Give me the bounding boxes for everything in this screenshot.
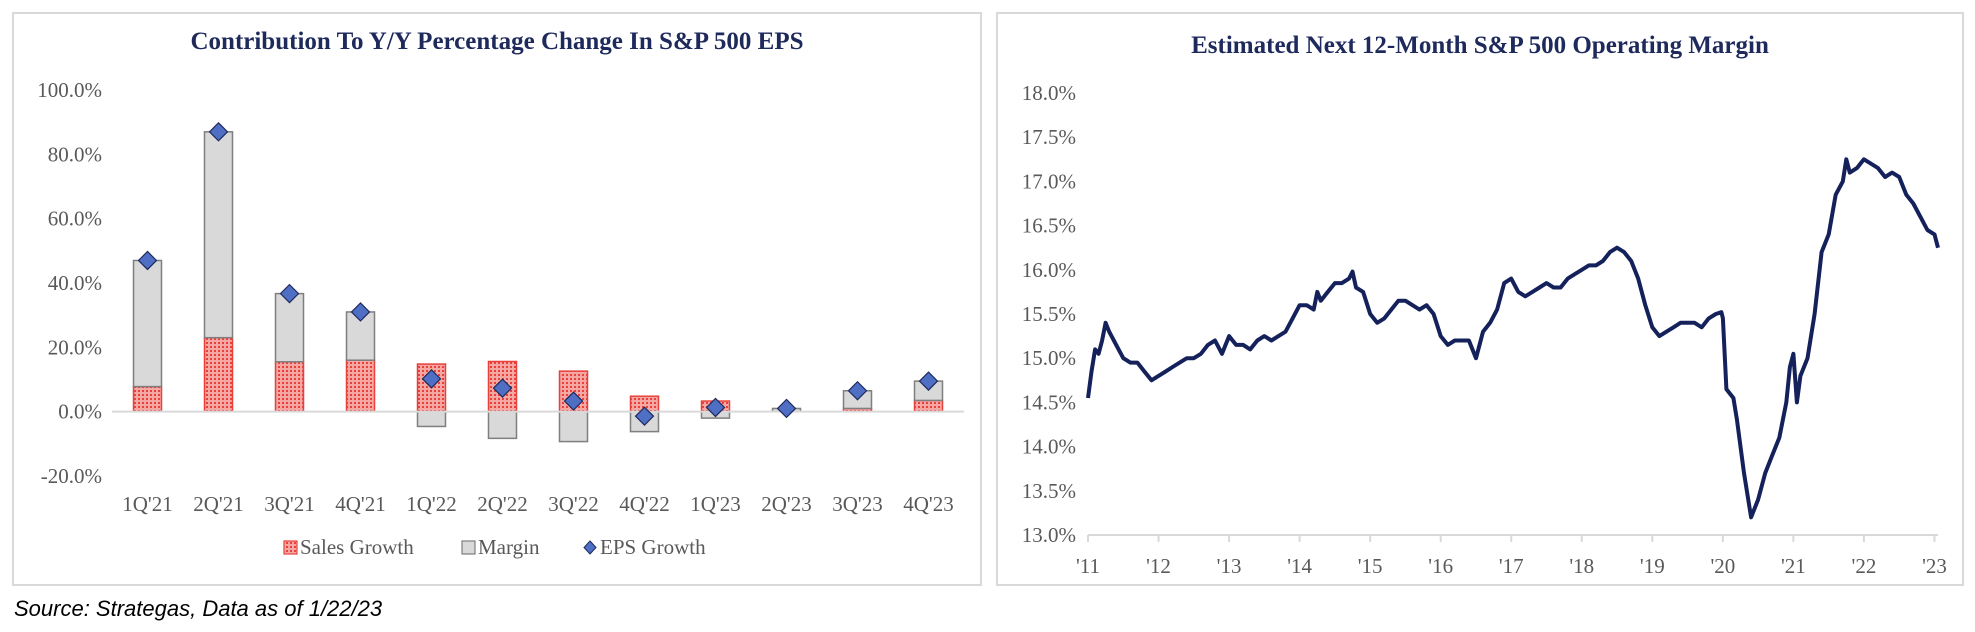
legend: Sales Growth Margin EPS Growth (283, 535, 706, 559)
x-tick-label: '14 (1287, 554, 1312, 578)
x-tick-label: '16 (1428, 554, 1453, 578)
x-tick-label: 4Q'21 (335, 492, 385, 516)
eps-growth-marker (350, 302, 371, 322)
y-tick-label: 15.5% (1022, 302, 1076, 326)
sales-growth-bar (913, 399, 944, 413)
sales-growth-bar (345, 359, 376, 413)
x-tick-label: 3Q'22 (548, 492, 598, 516)
margin-bar (132, 259, 163, 388)
y-tick-label: 40.0% (48, 271, 102, 295)
eps-growth-marker (492, 378, 513, 399)
y-tick-label: 14.5% (1022, 390, 1076, 414)
x-tick-label: 1Q'23 (690, 492, 740, 516)
source-note: Source: Strategas, Data as of 1/22/23 (14, 596, 383, 621)
legend-label-sales-growth: Sales Growth (300, 535, 414, 559)
x-tick-label: 4Q'22 (619, 492, 669, 516)
x-tick-label: '18 (1569, 554, 1594, 578)
x-tick-label: 1Q'22 (406, 492, 456, 516)
margin-bar (487, 410, 518, 440)
x-tick-label: 2Q'21 (193, 492, 243, 516)
sales-growth-bar (132, 385, 163, 413)
y-tick-label: 80.0% (48, 142, 102, 166)
eps-growth-marker (421, 369, 442, 389)
operating-margin-chart: 18.0% 17.5% 17.0% 16.5% 16.0% 15.5% 15.0% 14.5%… (1022, 81, 1947, 578)
sales-growth-bar (274, 361, 305, 413)
x-tick-label: '23 (1922, 554, 1947, 578)
y-tick-label: 100.0% (37, 78, 102, 102)
x-tick-label: '22 (1852, 554, 1877, 578)
y-tick-label: 17.5% (1022, 125, 1076, 149)
eps-contribution-chart: 100.0% 80.0% 60.0% 40.0% 20.0% 0.0% -20.0% 1Q'… (37, 78, 964, 559)
x-tick-label: '12 (1146, 554, 1171, 578)
y-tick-label: 0.0% (58, 400, 102, 424)
x-tick-label: '21 (1781, 554, 1806, 578)
legend-swatch-margin (461, 540, 476, 555)
margin-chart-title: Estimated Next 12-Month S&P 500 Operatin… (1191, 32, 1769, 59)
margin-bar (203, 131, 234, 339)
eps-chart-title: Contribution To Y/Y Percentage Change In… (190, 28, 804, 55)
eps-growth-marker (208, 121, 229, 142)
eps-growth-marker (563, 391, 584, 411)
y-tick-label: -20.0% (41, 464, 102, 488)
eps-growth-marker (279, 283, 300, 304)
y-tick-label: 13.0% (1022, 523, 1076, 547)
operating-margin-chart-panel: Estimated Next 12-Month S&P 500 Operatin… (996, 12, 1964, 586)
x-tick-label: '17 (1499, 554, 1524, 578)
x-tick-label: '13 (1217, 554, 1242, 578)
margin-bar (416, 410, 447, 428)
legend-label-eps-growth: EPS Growth (600, 535, 706, 559)
x-tick-label: '20 (1710, 554, 1735, 578)
sales-growth-bar (203, 336, 234, 413)
x-tick-label: 3Q'23 (832, 492, 882, 516)
y-tick-label: 17.0% (1022, 169, 1076, 193)
x-tick-label: 2Q'22 (477, 492, 527, 516)
eps-growth-marker (137, 250, 158, 271)
y-tick-label: 13.5% (1022, 479, 1076, 503)
x-tick-label: '19 (1640, 554, 1665, 578)
y-tick-label: 18.0% (1022, 81, 1076, 105)
x-tick-label: 2Q'23 (761, 492, 811, 516)
eps-growth-marker (634, 406, 655, 427)
x-tick-label: 4Q'23 (903, 492, 953, 516)
x-tick-label: 1Q'21 (122, 492, 172, 516)
eps-growth-marker (776, 398, 797, 419)
eps-contribution-chart-panel: Contribution To Y/Y Percentage Change In… (12, 12, 982, 586)
legend-label-margin: Margin (478, 535, 540, 559)
y-tick-label: 16.5% (1022, 214, 1076, 238)
y-tick-label: 60.0% (48, 207, 102, 231)
x-tick-label: 3Q'21 (264, 492, 314, 516)
y-tick-label: 16.0% (1022, 258, 1076, 282)
margin-bar (274, 292, 305, 363)
x-tick-label: '15 (1358, 554, 1383, 578)
margin-bar (558, 410, 589, 443)
eps-growth-marker (847, 380, 868, 401)
eps-growth-marker (918, 371, 939, 391)
legend-swatch-eps-growth (583, 540, 597, 555)
y-tick-label: 14.0% (1022, 435, 1076, 459)
legend-swatch-sales-growth (283, 540, 298, 555)
series-line (1086, 157, 1940, 520)
y-tick-label: 20.0% (48, 335, 102, 359)
eps-growth-marker (705, 397, 726, 418)
y-tick-label: 15.0% (1022, 346, 1076, 370)
x-tick-label: '11 (1076, 554, 1100, 578)
